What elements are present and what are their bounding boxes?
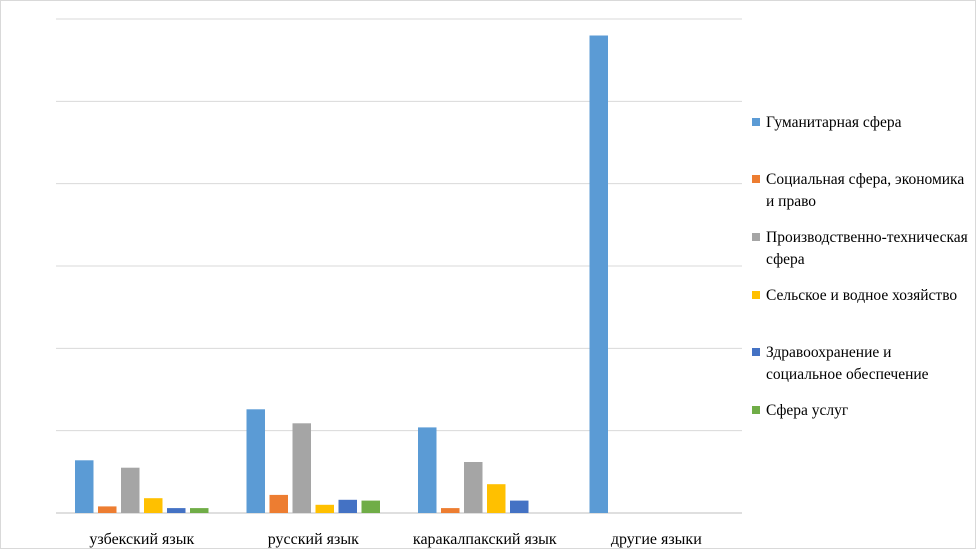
bar [487,484,506,513]
bar [190,508,209,513]
legend-label: Сельское и водное хозяйство [766,287,958,304]
legend-label: Гуманитарная сфера [766,114,902,131]
bar [292,423,311,513]
legend-label: Сфера услуг [766,402,849,419]
bar [144,498,163,513]
category-label: каракалпакский язык [413,531,557,548]
bar [246,409,265,513]
legend-item: Производственно-техническая сфера [752,227,971,271]
category-label: узбекский язык [89,531,194,548]
bar [121,467,140,513]
legend-item: Сельское и водное хозяйство [752,285,971,307]
bar [98,506,117,513]
legend-swatch [752,348,760,356]
legend-label: Производственно-техническая сфера [766,229,968,268]
bar [315,504,334,513]
bar [464,462,483,513]
legend: Гуманитарная сфера Социальная сфера, экон… [752,1,976,550]
category-label: русский язык [268,531,359,548]
legend-swatch [752,291,760,299]
bar [338,499,357,513]
legend-swatch [752,118,760,126]
legend-swatch [752,175,760,183]
bar [441,508,460,513]
category-label: другие языки [611,531,702,548]
legend-item: Здравоохранение и социальное обеспечение [752,342,971,386]
bar [510,500,529,513]
bar [361,500,380,513]
legend-swatch [752,233,760,241]
bar [418,427,437,513]
bar [269,494,288,513]
bar [75,460,94,513]
bar [589,35,608,513]
bar [167,508,186,513]
legend-item: Социальная сфера, экономика и право [752,169,971,213]
legend-item: Гуманитарная сфера [752,112,971,134]
legend-label: Социальная сфера, экономика и право [766,171,965,210]
legend-swatch [752,406,760,414]
legend-item: Сфера услуг [752,400,971,422]
legend-label: Здравоохранение и социальное обеспечение [766,344,929,383]
